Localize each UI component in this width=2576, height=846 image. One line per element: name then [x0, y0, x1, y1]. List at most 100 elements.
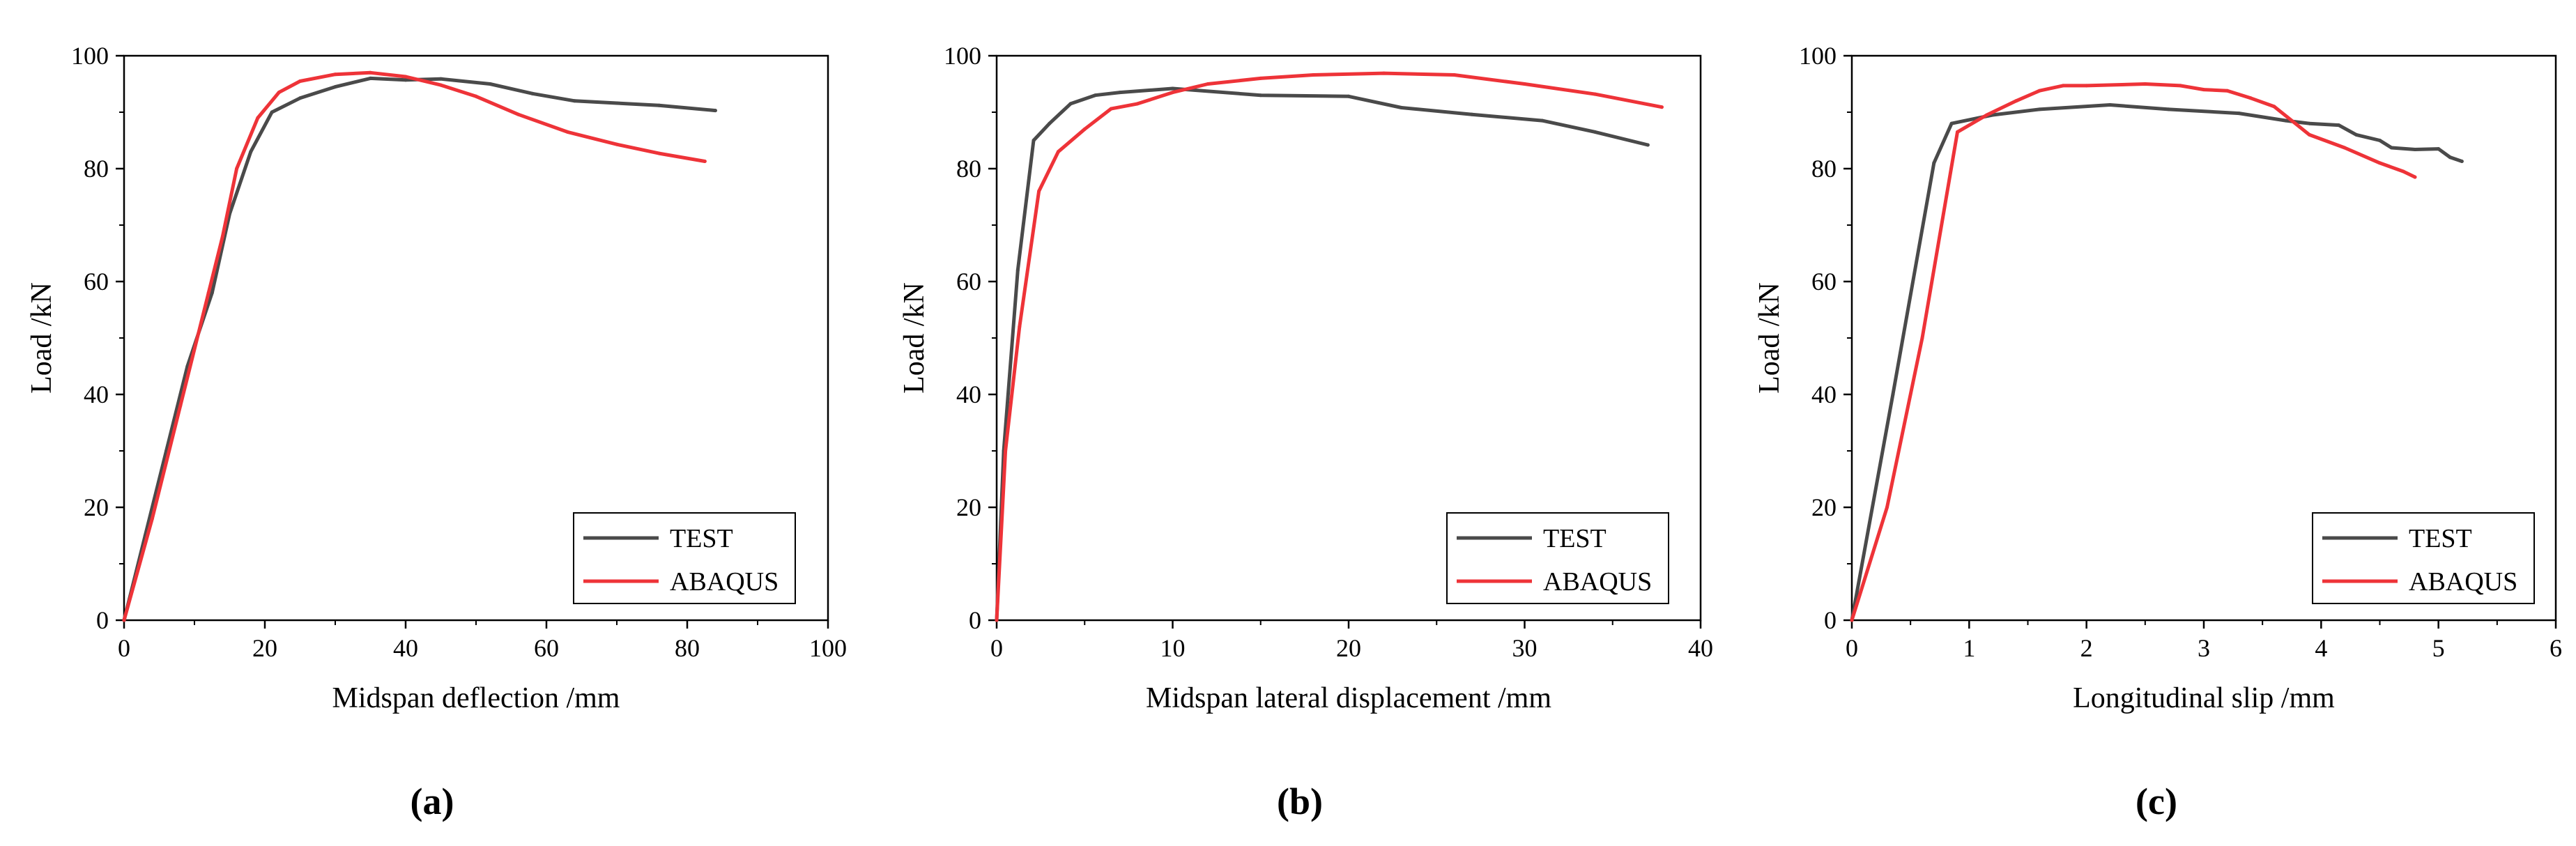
y-tick-label: 0	[1824, 606, 1837, 634]
data-point-test	[2037, 107, 2041, 111]
data-point-abaqus	[474, 94, 478, 98]
data-point-test	[2437, 147, 2441, 151]
data-point-test	[657, 103, 661, 107]
data-point-abaqus	[439, 83, 443, 87]
data-point-abaqus	[1037, 189, 1041, 193]
data-point-test	[2413, 148, 2417, 151]
data-point-abaqus	[516, 112, 521, 116]
y-tick-label: 80	[1811, 155, 1837, 183]
data-point-abaqus	[1206, 82, 1210, 86]
y-tick-label: 100	[944, 42, 981, 70]
data-point-abaqus	[2343, 146, 2347, 150]
legend: TEST ABAQUS	[1446, 512, 1669, 604]
data-point-abaqus	[2225, 89, 2230, 93]
x-axis-title: Midspan lateral displacement /mm	[1146, 682, 1551, 714]
data-point-abaqus	[1382, 71, 1386, 75]
data-point-abaqus	[277, 91, 281, 95]
data-point-test	[270, 110, 274, 114]
y-tick-label: 80	[956, 155, 981, 183]
data-point-test	[439, 77, 443, 81]
data-point-test	[713, 109, 717, 113]
y-tick-label: 40	[84, 380, 109, 408]
data-point-test	[2448, 155, 2452, 160]
data-point-test	[1347, 94, 1351, 98]
data-point-test	[1048, 121, 1052, 125]
data-point-abaqus	[1985, 113, 1989, 117]
data-point-test	[2460, 160, 2464, 163]
legend-label-test: TEST	[670, 524, 733, 553]
y-axis-title: Load /kN	[898, 282, 930, 394]
data-point-abaqus	[2248, 96, 2253, 100]
y-tick-label: 20	[84, 493, 109, 521]
series-line-test	[995, 86, 1650, 622]
data-point-abaqus	[995, 618, 999, 622]
x-tick-label: 40	[1688, 634, 1713, 662]
legend-label-abaqus: ABAQUS	[2409, 567, 2517, 597]
data-point-test	[2389, 146, 2393, 150]
data-point-test	[1932, 161, 1936, 165]
data-point-abaqus	[1920, 336, 1924, 340]
x-axis-title: Midspan deflection /mm	[332, 682, 620, 714]
data-point-test	[2308, 121, 2311, 125]
legend-label-abaqus: ABAQUS	[1543, 567, 1652, 597]
y-axis-title: Load /kN	[1754, 282, 1786, 394]
data-point-abaqus	[1659, 105, 1664, 109]
data-point-test	[1068, 102, 1073, 106]
data-point-test	[1891, 392, 1895, 397]
data-point-abaqus	[235, 167, 239, 171]
data-point-abaqus	[2413, 175, 2417, 179]
data-point-abaqus	[2037, 89, 2041, 93]
legend-box	[573, 512, 796, 604]
data-point-test	[1400, 106, 1404, 109]
data-point-abaqus	[333, 72, 337, 77]
data-point-abaqus	[1056, 150, 1060, 154]
x-tick-label: 2	[2080, 634, 2093, 662]
data-point-abaqus	[220, 234, 224, 238]
y-tick-label: 60	[956, 268, 981, 295]
data-point-abaqus	[1018, 325, 1022, 329]
data-point-test	[2284, 118, 2288, 123]
data-point-test	[488, 82, 492, 86]
data-point-abaqus	[2143, 82, 2147, 86]
data-point-test	[2354, 132, 2359, 137]
data-point-test	[249, 150, 253, 154]
data-point-abaqus	[2085, 84, 2089, 88]
x-tick-label: 0	[990, 634, 1003, 662]
data-point-test	[1032, 139, 1036, 142]
legend-box	[2312, 512, 2535, 604]
data-point-test	[333, 85, 337, 89]
x-tick-label: 40	[393, 634, 418, 662]
data-point-test	[2167, 107, 2170, 111]
data-point-test	[210, 291, 214, 295]
data-point-abaqus	[1259, 76, 1263, 80]
legend: TEST ABAQUS	[2312, 512, 2535, 604]
legend-label-test: TEST	[1543, 524, 1607, 553]
data-point-abaqus	[150, 516, 154, 521]
y-tick-label: 100	[1799, 42, 1837, 70]
x-tick-label: 3	[2198, 634, 2210, 662]
data-point-test	[1540, 118, 1544, 123]
y-tick-label: 20	[1811, 493, 1837, 521]
y-tick-label: 0	[969, 606, 981, 634]
x-axis-title: Longitudinal slip /mm	[2073, 682, 2335, 714]
panel-label: (b)	[1277, 780, 1323, 822]
x-tick-label: 4	[2315, 634, 2327, 662]
y-tick-label: 20	[956, 493, 981, 521]
data-point-test	[572, 99, 576, 103]
data-point-abaqus	[369, 70, 372, 75]
data-point-abaqus	[1593, 92, 1597, 96]
x-tick-label: 60	[534, 634, 559, 662]
panel-label: (c)	[2136, 780, 2177, 822]
y-tick-label: 0	[96, 606, 109, 634]
x-tick-label: 5	[2432, 634, 2445, 662]
legend-label-test: TEST	[2409, 524, 2472, 553]
legend-label-abaqus: ABAQUS	[670, 567, 779, 597]
data-point-test	[369, 76, 372, 80]
data-point-test	[1259, 93, 1263, 98]
data-point-test	[2337, 123, 2341, 128]
data-point-abaqus	[1850, 618, 1854, 622]
data-point-abaqus	[2378, 161, 2382, 165]
x-tick-label: 6	[2550, 634, 2562, 662]
